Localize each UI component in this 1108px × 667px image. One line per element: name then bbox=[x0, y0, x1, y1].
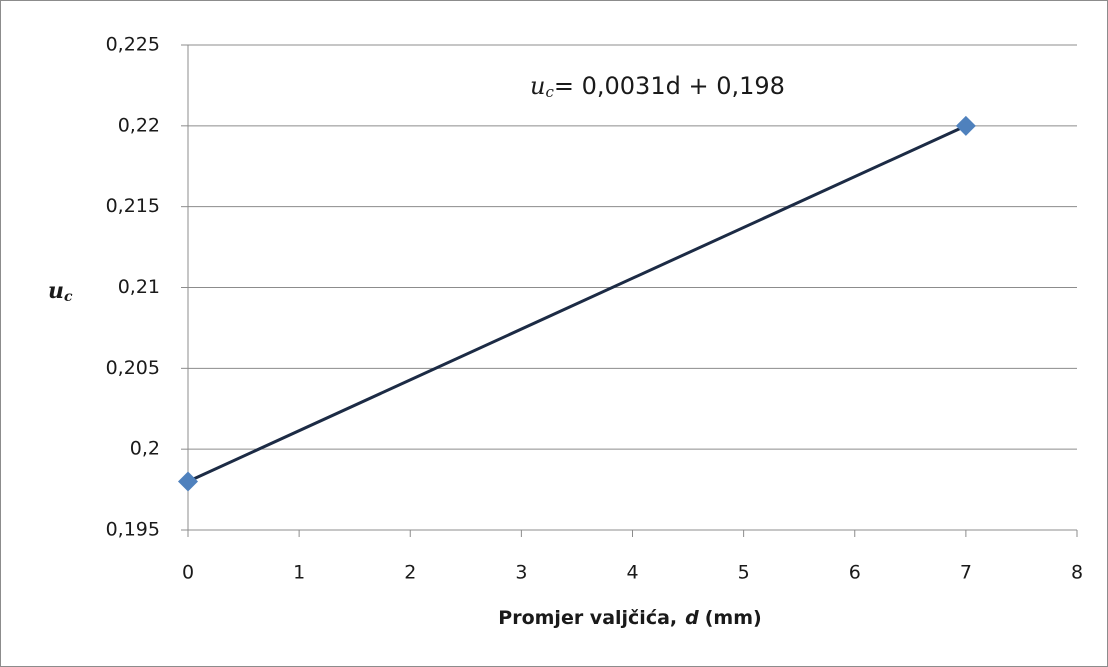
y-label-symbol: u bbox=[48, 278, 64, 304]
series-line bbox=[187, 124, 967, 483]
y-tick-label: 0,205 bbox=[106, 357, 160, 379]
y-tick-label: 0,195 bbox=[106, 519, 160, 541]
x-tick-label: 0 bbox=[182, 562, 194, 584]
x-label-text: Promjer valjčića, bbox=[498, 607, 677, 629]
y-label-subscript: c bbox=[64, 289, 73, 305]
equation-subscript: c bbox=[545, 83, 554, 101]
x-tick-label: 8 bbox=[1071, 562, 1083, 584]
equation-annotation: uc= 0,0031d + 0,198 bbox=[530, 72, 785, 102]
data-point bbox=[955, 115, 976, 136]
y-tick-label: 0,215 bbox=[106, 195, 160, 217]
x-tick-label: 3 bbox=[515, 562, 527, 584]
y-tick-label: 0,21 bbox=[118, 276, 160, 298]
x-axis-label: Promjer valjčića, d (mm) bbox=[498, 607, 761, 629]
x-tick-label: 1 bbox=[293, 562, 305, 584]
x-tick-label: 7 bbox=[960, 562, 972, 584]
x-tick-label: 5 bbox=[738, 562, 750, 584]
data-point bbox=[178, 471, 198, 492]
equation-text: = 0,0031d + 0,198 bbox=[554, 72, 785, 100]
x-tick-label: 6 bbox=[849, 562, 861, 584]
y-tick-label: 0,2 bbox=[130, 438, 160, 460]
y-tick-label: 0,225 bbox=[106, 34, 160, 56]
x-label-unit: (mm) bbox=[705, 607, 762, 629]
x-label-variable: d bbox=[685, 607, 699, 629]
y-tick-label: 0,22 bbox=[118, 114, 160, 136]
x-tick-label: 4 bbox=[626, 562, 638, 584]
y-axis-label: uc bbox=[48, 278, 73, 305]
x-tick-label: 2 bbox=[404, 562, 416, 584]
equation-symbol: u bbox=[530, 72, 545, 100]
